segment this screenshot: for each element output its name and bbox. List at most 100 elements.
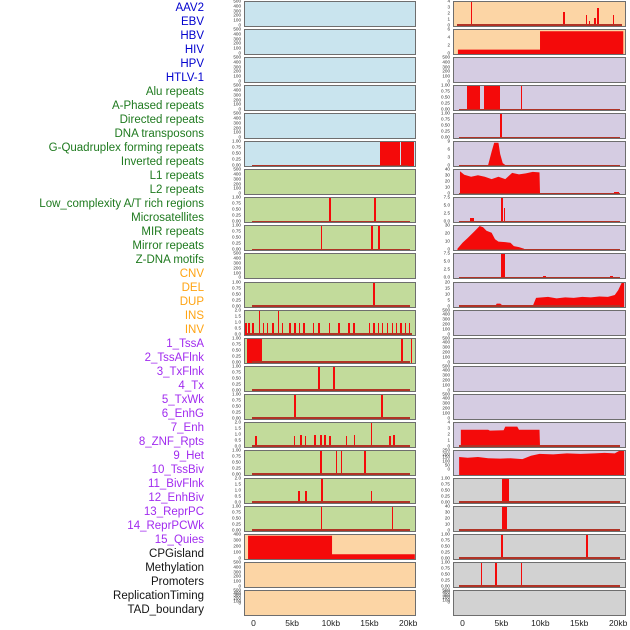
signal-bar xyxy=(377,322,379,335)
signal-bar xyxy=(294,322,296,335)
track-panel-low-complexity-a-t-rich-regions xyxy=(244,393,416,420)
row-label-ebv: EBV xyxy=(180,15,204,28)
signal-bar xyxy=(408,322,411,335)
signal-baseline xyxy=(251,248,410,251)
y-ticks-replicationtiming: 1.00 0.75 0.50 0.25 0.00 xyxy=(429,560,452,588)
signal-bar xyxy=(293,435,295,447)
y-tick-label: 2 xyxy=(447,431,450,437)
signal-bar xyxy=(320,506,323,531)
track-panel-promoters xyxy=(453,533,626,560)
y-ticks-13-reprpc: 500 400 300 200 100 0 xyxy=(429,392,452,421)
signal-bar xyxy=(392,506,394,531)
y-tick-label: 3 xyxy=(447,425,450,431)
y-ticks-promoters: 1.00 0.75 0.50 0.25 0.00 xyxy=(429,532,452,560)
y-tick-label: 250 xyxy=(442,447,450,453)
track-panel-14-reprpcwk xyxy=(453,421,626,448)
y-tick-label: 1.00 xyxy=(441,110,450,116)
y-tick-label: 0 xyxy=(447,415,450,421)
y-tick-label: 0.00 xyxy=(441,134,450,140)
y-tick-label: 300 xyxy=(233,120,241,126)
signal-bar xyxy=(305,490,307,503)
y-tick-label: 400 xyxy=(233,59,241,65)
y-ticks-12-enhbiv: 500 400 300 200 100 0 xyxy=(429,364,452,392)
y-tick-label: 0.25 xyxy=(441,100,450,106)
y-tick-label: 0.25 xyxy=(232,297,241,303)
y-tick-label: 100 xyxy=(233,186,241,192)
y-tick-label: 30 xyxy=(444,223,450,229)
signal-area-cnv xyxy=(248,535,415,559)
track-panel-l1-repeats xyxy=(244,337,416,364)
track-panel-11-bivflnk xyxy=(453,337,626,364)
row-label-g-quadruplex-forming-repeats: G-Quadruplex forming repeats xyxy=(48,141,204,154)
y-tick-label: 300 xyxy=(233,8,241,14)
y-tick-label: 0.50 xyxy=(232,403,241,409)
track-panel-2-tssaflnk xyxy=(453,85,626,112)
signal-area-4-tx xyxy=(488,142,506,167)
row-label-10-tssbiv: 10_TssBiv xyxy=(151,464,204,477)
signal-area-9-het xyxy=(495,282,625,307)
signal-bar xyxy=(341,450,343,475)
y-tick-label: 100 xyxy=(442,410,450,416)
y-tick-label: 500 xyxy=(233,251,241,257)
y-tick-label: 100 xyxy=(233,102,241,108)
y-tick-label: 1.00 xyxy=(441,475,450,481)
y-tick-label: 2.0 xyxy=(234,307,241,313)
y-tick-label: 400 xyxy=(233,87,241,93)
y-tick-label: 1.00 xyxy=(232,223,241,229)
y-tick-label: 0.50 xyxy=(232,347,241,353)
y-tick-label: 0.75 xyxy=(232,509,241,515)
y-tick-label: 100 xyxy=(442,459,450,465)
y-tick-label: 2.0 xyxy=(234,419,241,425)
signal-baseline xyxy=(459,529,620,531)
row-label-6-enhg: 6_EnhG xyxy=(161,408,204,421)
signal-block xyxy=(501,478,510,503)
track-panel-inv xyxy=(453,29,626,56)
row-label-inv: INV xyxy=(184,323,204,336)
signal-bar xyxy=(335,450,338,475)
track-panel-hpv xyxy=(244,113,416,140)
y-tick-label: 0 xyxy=(238,50,241,56)
signal-baseline xyxy=(251,417,410,419)
track-panel-4-tx xyxy=(453,141,626,168)
row-label-13-reprpc: 13_ReprPC xyxy=(143,506,204,519)
signal-bar xyxy=(281,322,284,335)
y-tick-label: 100 xyxy=(233,73,241,79)
y-tick-label: 400 xyxy=(442,59,450,65)
y-tick-label: 4 xyxy=(447,34,450,40)
track-panel-del xyxy=(244,562,416,588)
y-tick-label: 100 xyxy=(442,382,450,388)
y-tick-label: 0.00 xyxy=(232,247,241,253)
track-panel-g-quadruplex-forming-repeats xyxy=(244,281,416,308)
signal-bar xyxy=(266,322,268,335)
y-tick-label: 0.50 xyxy=(441,571,450,577)
y-ticks-10-tssbiv: 500 400 300 200 100 0 xyxy=(429,308,452,336)
y-tick-label: 10 xyxy=(444,291,450,297)
signal-bar xyxy=(395,322,398,335)
track-panel-microsatellites xyxy=(244,421,416,448)
y-tick-label: 0.00 xyxy=(441,106,450,112)
signal-area-14-reprpcwk xyxy=(460,426,541,447)
signal-bar xyxy=(329,198,331,223)
row-label-hbv: HBV xyxy=(180,29,204,42)
y-tick-label: 1.5 xyxy=(234,481,241,487)
row-label-14-reprpcwk: 14_ReprPCWk xyxy=(127,520,204,533)
signal-bar xyxy=(389,435,391,447)
y-tick-label: 0.75 xyxy=(232,397,241,403)
y-ticks-hiv: 500 400 300 200 100 0 xyxy=(220,83,243,111)
row-label-12-enhbiv: 12_EnhBiv xyxy=(148,492,204,505)
y-ticks-tad-boundary: 500 400 300 200 100 0 xyxy=(429,588,452,616)
signal-bar xyxy=(374,198,376,223)
y-tick-label: 0.5 xyxy=(234,493,241,499)
signal-baseline xyxy=(251,389,410,391)
y-tick-label: 40 xyxy=(444,167,450,172)
track-panel-1-tssa xyxy=(453,57,626,84)
y-tick-label: 0.75 xyxy=(232,369,241,375)
row-label-mir-repeats: MIR repeats xyxy=(141,225,204,238)
signal-bar xyxy=(314,434,316,447)
y-tick-label: 200 xyxy=(233,574,241,580)
y-tick-label: 500 xyxy=(442,54,450,60)
signal-block xyxy=(401,142,414,167)
y-tick-label: 0 xyxy=(238,555,241,561)
signal-bar xyxy=(503,254,505,279)
